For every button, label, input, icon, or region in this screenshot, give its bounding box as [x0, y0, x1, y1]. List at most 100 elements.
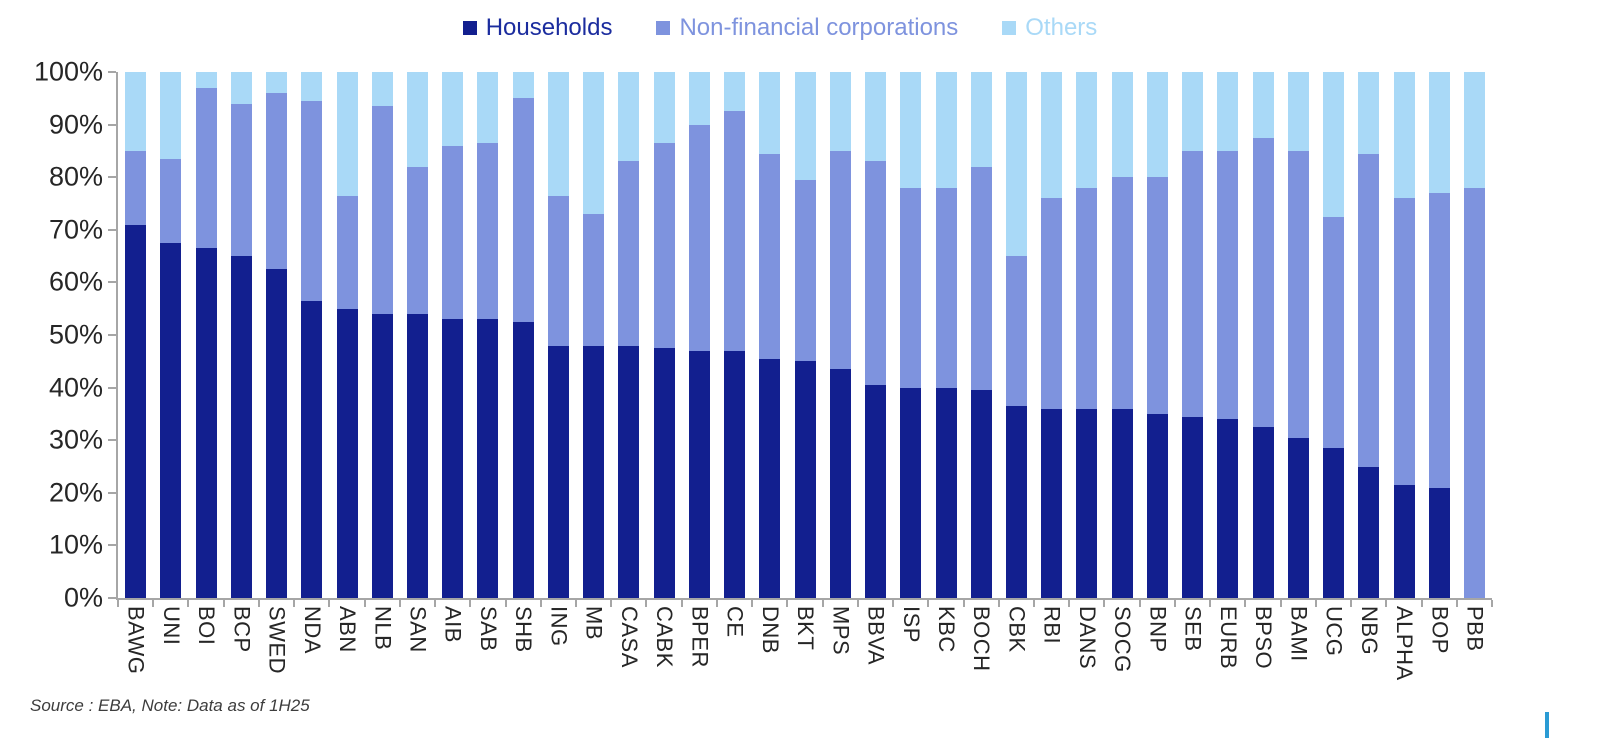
- accent-bar: [1545, 712, 1549, 738]
- bar-segment-others: [724, 72, 746, 112]
- x-axis-tick: [751, 600, 754, 607]
- bar-segment-non-financial-corporations: [900, 187, 922, 388]
- bar-column-EURB: [1210, 72, 1245, 598]
- y-axis-tick: [108, 334, 116, 336]
- bar-segment-non-financial-corporations: [512, 98, 534, 322]
- bar-stack: [1464, 72, 1486, 598]
- x-axis-category-label: MB: [581, 606, 607, 640]
- bar-segment-households: [547, 345, 569, 598]
- x-axis-category-label: NBG: [1356, 606, 1382, 656]
- plot-area: 0% 10% 20% 30% 40% 50% 60% 70% 80% 90% 100%: [34, 57, 1493, 613]
- bar-segment-households: [1182, 416, 1204, 598]
- x-axis-tick: [962, 600, 965, 607]
- bar-segment-non-financial-corporations: [1041, 198, 1063, 409]
- bar-segment-non-financial-corporations: [266, 93, 288, 270]
- x-label-cell: CABK: [647, 606, 682, 698]
- bar-segment-others: [1217, 72, 1239, 151]
- bar-column-ING: [541, 72, 576, 598]
- x-axis-tick: [1491, 600, 1493, 607]
- x-axis-tick: [610, 600, 613, 607]
- legend-label: Non-financial corporations: [679, 14, 959, 41]
- bar-segment-non-financial-corporations: [1358, 153, 1380, 467]
- x-axis-category-label: PBB: [1462, 606, 1488, 652]
- bar-stack: [477, 72, 499, 598]
- legend-item-2: Others: [1002, 16, 1097, 40]
- x-label-cell: DANS: [1069, 606, 1104, 698]
- bar-segment-households: [1287, 437, 1309, 598]
- x-axis-tick: [504, 600, 507, 607]
- x-axis-category-label: NDA: [299, 606, 325, 654]
- chart-legend: Households Non-financial corporations Othe…: [0, 16, 1560, 40]
- bar-segment-households: [1076, 408, 1098, 598]
- x-axis-tick: [363, 600, 366, 607]
- x-axis-category-label: DNB: [757, 606, 783, 654]
- bar-segment-others: [406, 72, 428, 167]
- bar-segment-households: [1041, 408, 1063, 598]
- bar-stack: [1358, 72, 1380, 598]
- x-label-cell: NLB: [365, 606, 400, 698]
- bar-segment-others: [230, 72, 252, 104]
- bar-segment-non-financial-corporations: [1111, 177, 1133, 409]
- x-label-cell: SWED: [259, 606, 294, 698]
- bar-segment-non-financial-corporations: [1252, 137, 1274, 428]
- x-axis-tick: [1068, 600, 1071, 607]
- x-axis-tick: [257, 600, 260, 607]
- x-label-cell: DNB: [752, 606, 787, 698]
- bar-segment-non-financial-corporations: [230, 103, 252, 257]
- x-axis-tick: [434, 600, 437, 607]
- x-label-cell: MPS: [823, 606, 858, 698]
- y-axis-tick: [108, 544, 116, 547]
- legend-label: Others: [1025, 14, 1098, 41]
- bar-segment-non-financial-corporations: [970, 166, 992, 391]
- x-axis-category-label: BPER: [687, 606, 713, 668]
- bar-column-KBC: [928, 72, 963, 598]
- y-axis-tick-label: 90%: [48, 109, 103, 140]
- bar-segment-others: [160, 72, 182, 159]
- legend-swatch-icon: [1002, 21, 1017, 35]
- source-note: Source : EBA, Note: Data as of 1H25: [30, 696, 310, 715]
- bar-stack: [1005, 72, 1027, 598]
- bar-column-MB: [576, 72, 611, 598]
- bar-segment-others: [1111, 72, 1133, 178]
- bar-segment-households: [724, 350, 746, 598]
- bar-column-CBK: [999, 72, 1034, 598]
- x-label-cell: BOCH: [964, 606, 999, 698]
- bar-segment-others: [1393, 72, 1415, 199]
- bar-stack: [653, 72, 675, 598]
- x-axis-tick: [1279, 600, 1282, 607]
- x-axis-tick: [1209, 600, 1212, 607]
- bar-segment-non-financial-corporations: [759, 153, 781, 359]
- x-axis-tick: [1420, 600, 1423, 607]
- x-label-cell: AIB: [435, 606, 470, 698]
- bar-stack: [1146, 72, 1168, 598]
- x-label-cell: RBI: [1034, 606, 1069, 698]
- bar-segment-non-financial-corporations: [865, 161, 887, 385]
- x-label-cell: BOP: [1422, 606, 1457, 698]
- y-axis-tick-label: 60%: [48, 266, 103, 297]
- bar-segment-others: [688, 72, 710, 125]
- bar-stack: [442, 72, 464, 598]
- x-label-cell: ALPHA: [1386, 606, 1421, 698]
- legend-swatch-icon: [462, 21, 477, 35]
- y-axis-tick-label: 30%: [48, 424, 103, 455]
- bar-column-DNB: [752, 72, 787, 598]
- bar-segment-households: [1005, 406, 1027, 598]
- bar-column-ALPHA: [1386, 72, 1421, 598]
- x-axis-tick: [645, 600, 648, 607]
- bar-segment-non-financial-corporations: [794, 179, 816, 362]
- x-label-cell: BPER: [682, 606, 717, 698]
- bar-column-BOI: [188, 72, 223, 598]
- y-axis-tick: [108, 123, 116, 126]
- bar-segment-others: [547, 72, 569, 196]
- x-axis-tick: [539, 600, 542, 607]
- y-axis-tick-label: 50%: [48, 319, 103, 350]
- y-axis-tick: [108, 228, 116, 231]
- x-axis-category-label: CE: [722, 606, 748, 638]
- x-label-cell: EURB: [1210, 606, 1245, 698]
- bar-segment-households: [970, 390, 992, 598]
- x-axis-category-label: CABK: [652, 606, 678, 668]
- x-label-cell: SAB: [470, 606, 505, 698]
- bar-segment-households: [1393, 484, 1415, 598]
- x-axis-tick: [328, 600, 331, 607]
